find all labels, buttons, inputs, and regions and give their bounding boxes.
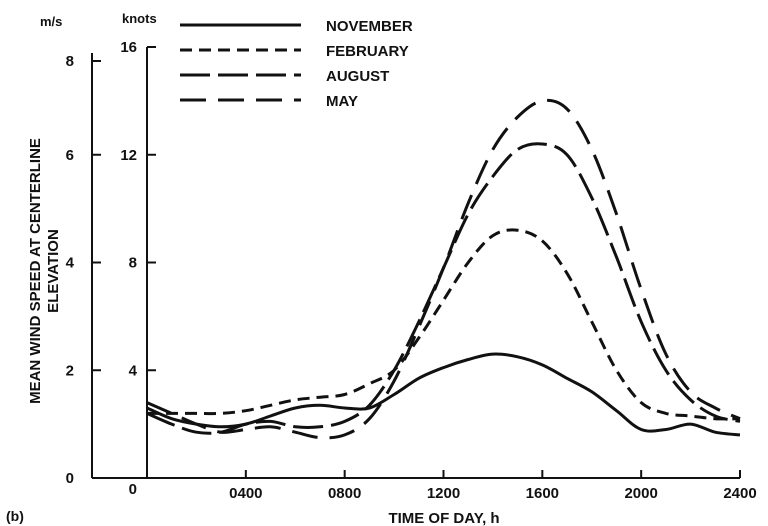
legend-label-august: AUGUST xyxy=(326,68,389,85)
legend-label-february: FEBRUARY xyxy=(326,43,409,60)
series-line-august xyxy=(146,142,741,435)
x-tick-label: 2400 xyxy=(723,485,756,502)
series-line-may xyxy=(146,98,741,440)
x-tick-label: 2000 xyxy=(624,485,657,502)
left-y-tick-label: 4 xyxy=(66,255,75,272)
right-y-tick-label: 4 xyxy=(129,362,138,379)
right-y-tick-label: 8 xyxy=(129,255,137,272)
left-y-tick-label: 0 xyxy=(66,470,74,487)
left-y-tick-label: 8 xyxy=(66,53,74,70)
series-lines xyxy=(146,98,741,440)
left-y-tick-label: 6 xyxy=(66,147,74,164)
right-y-tick-label: 0 xyxy=(129,481,137,498)
series-line-november xyxy=(146,352,741,437)
right-y-tick-label: 16 xyxy=(120,39,137,56)
left-y-unit-label: m/s xyxy=(40,14,62,29)
left-y-tick-label: 2 xyxy=(66,362,74,379)
x-axis-title: TIME OF DAY, h xyxy=(388,510,499,526)
y-axis-title-line-2: ELEVATION xyxy=(45,229,62,313)
x-tick-label: 0800 xyxy=(328,485,361,502)
right-y-tick-label: 12 xyxy=(120,147,137,164)
legend: NOVEMBER FEBRUARY AUGUST MAY xyxy=(180,18,413,110)
y-axis-title-line-1: MEAN WIND SPEED AT CENTERLINE xyxy=(27,138,44,404)
legend-label-november: NOVEMBER xyxy=(326,18,413,35)
right-y-unit-label: knots xyxy=(122,11,157,26)
legend-label-may: MAY xyxy=(326,93,358,110)
x-ticks: 0400 0800 1200 1600 2000 2400 xyxy=(229,470,757,502)
x-tick-label: 1200 xyxy=(427,485,460,502)
right-y-ticks: 4 8 12 16 0 xyxy=(120,39,156,498)
x-tick-label: 0400 xyxy=(229,485,262,502)
series-line-february xyxy=(146,228,741,421)
panel-label: (b) xyxy=(6,508,24,524)
x-tick-label: 1600 xyxy=(526,485,559,502)
left-y-ticks: 0 2 4 6 8 xyxy=(66,53,101,487)
